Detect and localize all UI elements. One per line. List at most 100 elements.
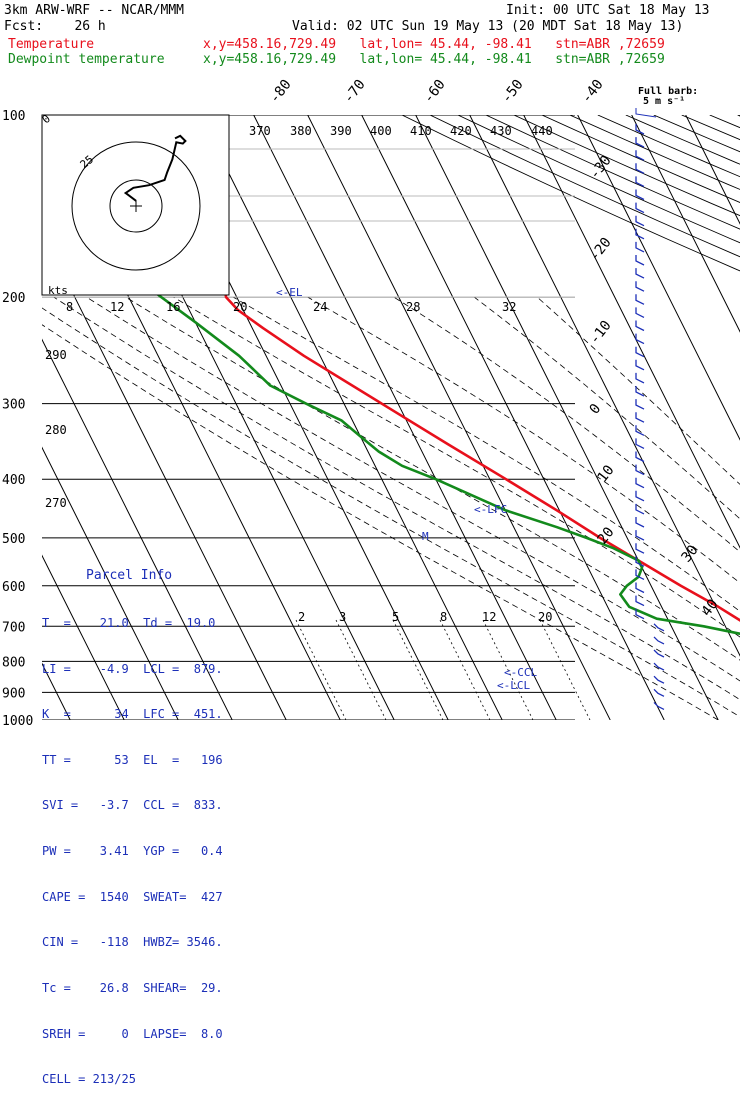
isotherm-label: -60	[421, 77, 449, 107]
hodograph-speed-label: 8	[66, 300, 73, 314]
hodograph-units-label: kts	[48, 284, 68, 297]
wind-barb	[636, 438, 644, 448]
wind-barb	[636, 294, 644, 304]
pressure-tick-label: 300	[2, 398, 25, 413]
wind-barb	[636, 399, 644, 409]
wind-barb	[636, 596, 644, 606]
hodograph-speed-label: 32	[502, 300, 516, 314]
dry-adiabat-line	[514, 115, 740, 720]
wind-barb	[636, 491, 644, 501]
wind-barb	[636, 150, 644, 160]
lcl-marker: <-LCL	[497, 679, 530, 692]
wind-barb	[636, 137, 644, 147]
parcel-info-title: Parcel Info	[42, 568, 252, 583]
isotherm-label: -10	[587, 318, 615, 348]
wind-barb	[636, 386, 644, 396]
parcel-row: CIN = -118 HWBZ= 3546.	[42, 935, 252, 950]
isotherm-label: 10	[595, 462, 618, 485]
wind-barb	[636, 360, 644, 370]
wind-barb	[636, 517, 644, 527]
wind-barb	[654, 676, 664, 683]
isotherm-label: -30	[587, 153, 615, 183]
isotherm-label: -20	[587, 235, 615, 265]
pressure-tick-label: 100	[2, 109, 25, 124]
parcel-row: Tc = 26.8 SHEAR= 29.	[42, 981, 252, 996]
hodograph-speed-label: 20	[233, 300, 247, 314]
theta-label: 370	[249, 124, 271, 138]
mixing-ratio-label: 20	[538, 610, 552, 624]
pressure-tick-label: 500	[2, 532, 25, 547]
wind-barb	[636, 307, 644, 317]
wind-barb	[636, 268, 644, 278]
dry-adiabat-label: 270	[45, 496, 67, 510]
theta-label: 410	[410, 124, 432, 138]
wind-barb	[636, 321, 644, 331]
isotherm-label: 0	[587, 401, 605, 417]
wind-barb	[636, 163, 644, 173]
pressure-tick-label: 600	[2, 580, 25, 595]
isotherm-line	[416, 115, 719, 720]
mixing-ratio-line	[296, 620, 346, 720]
wind-barb	[654, 689, 664, 696]
wind-barb	[636, 255, 644, 265]
theta-label: 400	[370, 124, 392, 138]
isotherm-label: 40	[699, 596, 722, 619]
pressure-tick-label: 1000	[2, 714, 33, 729]
wind-barb	[654, 702, 664, 709]
mixing-ratio-line	[393, 620, 443, 720]
theta-label: 440	[531, 124, 553, 138]
parcel-row: T = 21.0 Td = 19.0	[42, 616, 252, 631]
wind-barb	[636, 216, 644, 226]
hodograph-speed-label: 12	[110, 300, 124, 314]
isotherm-label: -40	[579, 77, 607, 107]
wind-barb	[636, 583, 644, 593]
parcel-row: CELL = 213/25	[42, 1072, 252, 1087]
wind-barb	[654, 637, 664, 644]
mixing-ratio-label: 3	[339, 610, 346, 624]
lfc-marker: <-LFC	[474, 503, 507, 516]
parcel-info-panel: Parcel Info T = 21.0 Td = 19.0 LI = -4.9…	[42, 538, 252, 731]
wind-barb	[636, 176, 644, 186]
isotherm-label: -80	[267, 77, 295, 107]
isotherm-line	[308, 115, 611, 720]
mixing-ratio-label: 5	[392, 610, 399, 624]
isotherm-label: -70	[341, 77, 369, 107]
ccl-marker: <-CCL	[504, 666, 537, 679]
dry-adiabat-label: 290	[45, 348, 67, 362]
pressure-tick-label: 400	[2, 473, 25, 488]
wind-barb	[636, 478, 644, 488]
hodograph-speed-label: 16	[166, 300, 180, 314]
full-barb-sample	[636, 108, 656, 117]
m-marker: M	[422, 530, 429, 543]
wind-barb	[654, 624, 664, 631]
wind-barb	[636, 373, 644, 383]
wind-barb	[636, 412, 644, 422]
moist-adiabat-line	[537, 297, 740, 720]
wind-barb	[636, 281, 644, 291]
full-barb-units: 5 m s⁻¹	[643, 96, 685, 107]
wind-barb	[636, 242, 644, 252]
isotherm-line	[524, 115, 740, 720]
moist-adiabat-line	[174, 297, 740, 720]
pressure-tick-label: 700	[2, 620, 25, 635]
mixing-ratio-label: 8	[440, 610, 447, 624]
wind-barb	[636, 543, 644, 553]
isotherm-label: -50	[499, 77, 527, 107]
hodograph-speed-label: 24	[313, 300, 327, 314]
mixing-ratio-line	[336, 620, 386, 720]
mixing-ratio-line	[540, 620, 590, 720]
dry-adiabat-label: 280	[45, 423, 67, 437]
dry-adiabat-line	[542, 115, 740, 720]
parcel-row: PW = 3.41 YGP = 0.4	[42, 844, 252, 859]
parcel-row: TT = 53 EL = 196	[42, 753, 252, 768]
el-marker: <-EL	[276, 286, 303, 299]
parcel-row: CAPE = 1540 SWEAT= 427	[42, 890, 252, 905]
pressure-tick-label: 900	[2, 686, 25, 701]
mixing-ratio-label: 12	[482, 610, 496, 624]
moist-adiabat-line	[308, 297, 740, 720]
parcel-row: LI = -4.9 LCL = 879.	[42, 662, 252, 677]
dry-adiabat-line	[486, 115, 740, 720]
parcel-row: K = 34 LFC = 451.	[42, 707, 252, 722]
mixing-ratio-line	[440, 620, 490, 720]
mixing-ratio-label: 2	[298, 610, 305, 624]
